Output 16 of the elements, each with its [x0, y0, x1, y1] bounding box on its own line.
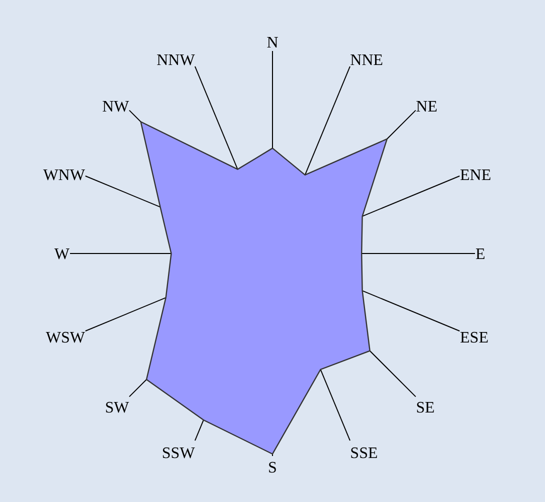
spoke-label: ENE — [460, 166, 492, 184]
spoke-label: WSW — [46, 329, 86, 346]
spoke-label: WNW — [43, 166, 86, 184]
spoke-label: S — [268, 460, 277, 476]
spoke-label: ESE — [460, 329, 488, 346]
spoke-label: SE — [416, 399, 435, 416]
spoke-label: E — [476, 246, 486, 264]
spoke-label: SW — [104, 399, 130, 416]
spoke-label: NE — [416, 98, 438, 116]
spoke-label: SSE — [350, 444, 378, 462]
spoke-label: SSW — [162, 444, 196, 462]
spoke-label: NNW — [156, 52, 196, 70]
spoke-label: N — [266, 34, 279, 52]
spoke-label: W — [54, 246, 70, 264]
spoke-label: NW — [102, 98, 130, 116]
spoke-label: NNE — [350, 52, 384, 70]
